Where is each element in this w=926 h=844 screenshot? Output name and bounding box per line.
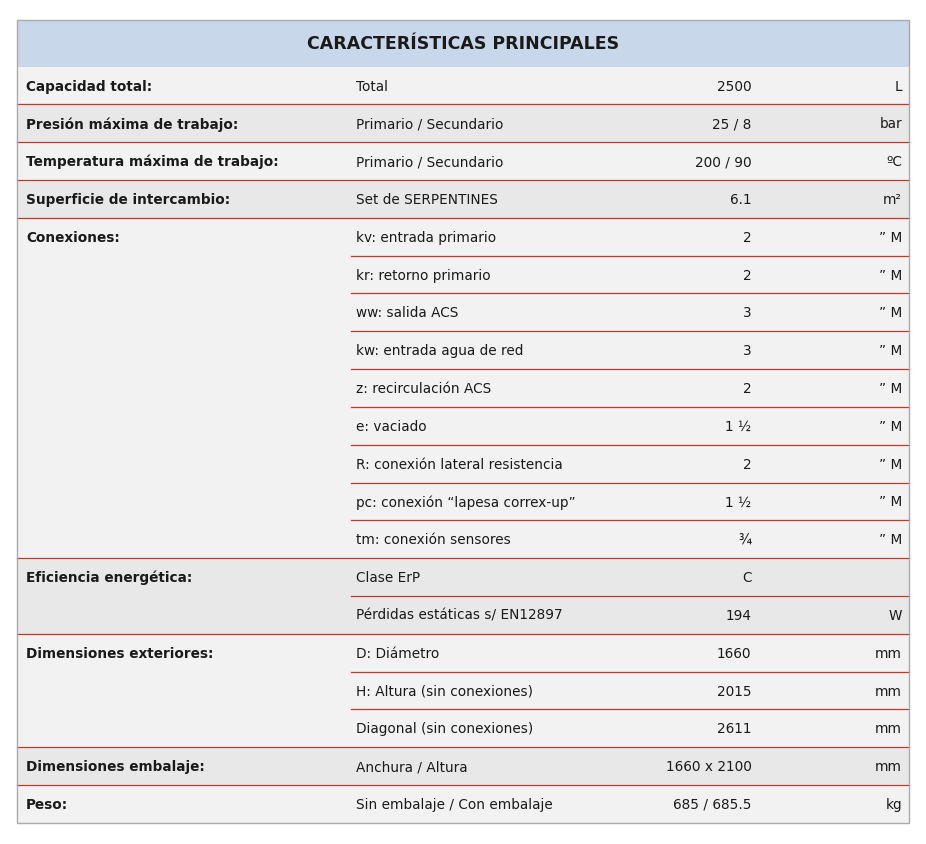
- Bar: [17, 21, 909, 68]
- Text: pc: conexión “lapesa correx-up”: pc: conexión “lapesa correx-up”: [357, 495, 576, 509]
- Text: ” M: ” M: [879, 306, 902, 320]
- Bar: [17, 710, 909, 748]
- Text: Sin embalaje / Con embalaje: Sin embalaje / Con embalaje: [357, 797, 553, 811]
- Text: ” M: ” M: [879, 419, 902, 433]
- Text: kv: entrada primario: kv: entrada primario: [357, 230, 496, 245]
- Bar: [17, 143, 909, 181]
- Bar: [17, 559, 909, 596]
- Text: 200 / 90: 200 / 90: [694, 155, 752, 169]
- Text: mm: mm: [875, 760, 902, 773]
- Text: 685 / 685.5: 685 / 685.5: [673, 797, 752, 811]
- Text: z: recirculación ACS: z: recirculación ACS: [357, 381, 492, 396]
- Text: mm: mm: [875, 646, 902, 660]
- Text: Eficiencia energética:: Eficiencia energética:: [26, 571, 193, 585]
- Text: ” M: ” M: [879, 457, 902, 471]
- Text: Capacidad total:: Capacidad total:: [26, 79, 152, 94]
- Text: mm: mm: [875, 684, 902, 698]
- Text: 2: 2: [743, 381, 752, 396]
- Text: R: conexión lateral resistencia: R: conexión lateral resistencia: [357, 457, 563, 471]
- Text: ” M: ” M: [879, 381, 902, 396]
- Text: 1660 x 2100: 1660 x 2100: [666, 760, 752, 773]
- Bar: [17, 68, 909, 106]
- Bar: [17, 181, 909, 219]
- Text: m²: m²: [883, 192, 902, 207]
- Text: ” M: ” M: [879, 533, 902, 547]
- Text: 1 ½: 1 ½: [725, 419, 752, 433]
- Text: ” M: ” M: [879, 344, 902, 358]
- Text: CARACTERÍSTICAS PRINCIPALES: CARACTERÍSTICAS PRINCIPALES: [307, 35, 619, 53]
- Text: Superficie de intercambio:: Superficie de intercambio:: [26, 192, 230, 207]
- Text: 3: 3: [743, 306, 752, 320]
- Text: kg: kg: [885, 797, 902, 811]
- Text: 2: 2: [743, 457, 752, 471]
- Text: ww: salida ACS: ww: salida ACS: [357, 306, 458, 320]
- Text: H: Altura (sin conexiones): H: Altura (sin conexiones): [357, 684, 533, 698]
- Text: 2: 2: [743, 268, 752, 282]
- Text: 25 / 8: 25 / 8: [712, 117, 752, 131]
- Text: Temperatura máxima de trabajo:: Temperatura máxima de trabajo:: [26, 154, 279, 169]
- Bar: [17, 634, 909, 672]
- Text: 2015: 2015: [717, 684, 752, 698]
- Text: Primario / Secundario: Primario / Secundario: [357, 155, 504, 169]
- Text: Diagonal (sin conexiones): Diagonal (sin conexiones): [357, 722, 533, 735]
- Bar: [17, 672, 909, 710]
- Text: mm: mm: [875, 722, 902, 735]
- Text: Peso:: Peso:: [26, 797, 68, 811]
- Text: L: L: [895, 79, 902, 94]
- Text: ” M: ” M: [879, 230, 902, 245]
- Text: C: C: [742, 571, 752, 584]
- Text: Dimensiones exteriores:: Dimensiones exteriores:: [26, 646, 213, 660]
- Text: 2: 2: [743, 230, 752, 245]
- Text: kr: retorno primario: kr: retorno primario: [357, 268, 491, 282]
- Text: e: vaciado: e: vaciado: [357, 419, 427, 433]
- Text: 2500: 2500: [717, 79, 752, 94]
- Text: Anchura / Altura: Anchura / Altura: [357, 760, 468, 773]
- Text: ” M: ” M: [879, 495, 902, 509]
- Bar: [17, 785, 909, 823]
- Text: ” M: ” M: [879, 268, 902, 282]
- Text: tm: conexión sensores: tm: conexión sensores: [357, 533, 511, 547]
- Bar: [17, 106, 909, 143]
- Text: 194: 194: [725, 609, 752, 622]
- Bar: [17, 408, 909, 446]
- Text: 2611: 2611: [717, 722, 752, 735]
- Text: Presión máxima de trabajo:: Presión máxima de trabajo:: [26, 117, 238, 132]
- Text: Total: Total: [357, 79, 388, 94]
- Bar: [17, 332, 909, 370]
- Bar: [17, 370, 909, 408]
- Bar: [17, 521, 909, 559]
- Text: Clase ErP: Clase ErP: [357, 571, 420, 584]
- Bar: [17, 257, 909, 294]
- Bar: [17, 597, 909, 634]
- Text: ºC: ºC: [886, 155, 902, 169]
- Bar: [17, 748, 909, 785]
- Bar: [17, 219, 909, 257]
- Bar: [17, 295, 909, 332]
- Text: 3: 3: [743, 344, 752, 358]
- Text: W: W: [888, 609, 902, 622]
- Text: bar: bar: [880, 117, 902, 131]
- Text: 6.1: 6.1: [730, 192, 752, 207]
- Text: Primario / Secundario: Primario / Secundario: [357, 117, 504, 131]
- Text: Conexiones:: Conexiones:: [26, 230, 119, 245]
- Text: Dimensiones embalaje:: Dimensiones embalaje:: [26, 760, 205, 773]
- Text: D: Diámetro: D: Diámetro: [357, 646, 439, 660]
- Bar: [17, 483, 909, 521]
- Text: kw: entrada agua de red: kw: entrada agua de red: [357, 344, 523, 358]
- Bar: [17, 446, 909, 483]
- Text: Set de SERPENTINES: Set de SERPENTINES: [357, 192, 498, 207]
- Text: 1660: 1660: [717, 646, 752, 660]
- Text: 1 ½: 1 ½: [725, 495, 752, 509]
- Text: ¾: ¾: [738, 533, 752, 547]
- Text: Pérdidas estáticas s/ EN12897: Pérdidas estáticas s/ EN12897: [357, 609, 563, 622]
